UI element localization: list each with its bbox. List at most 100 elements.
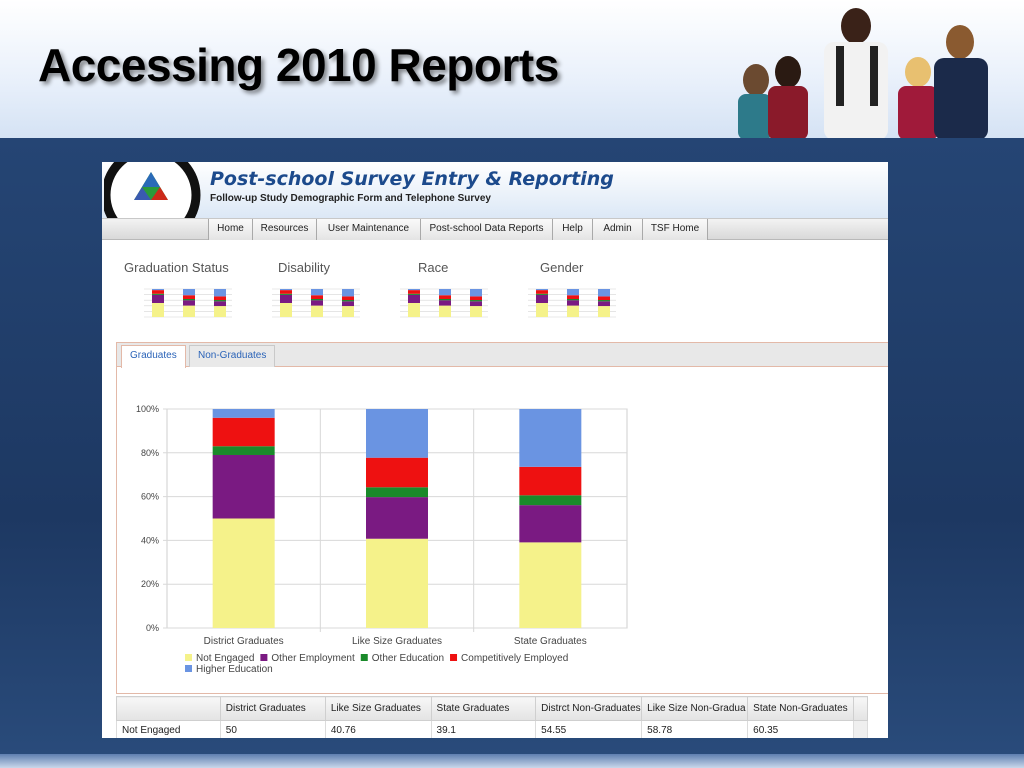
table-header-cell[interactable]: Like Size Graduates [324, 696, 432, 721]
bar-segment[interactable] [519, 495, 582, 506]
bar-segment[interactable] [519, 409, 582, 467]
nav-post-school-data-reports[interactable]: Post-school Data Reports [420, 219, 552, 240]
thumbnail-bar-segment [214, 306, 226, 317]
table-header-cell[interactable]: Distrct Non-Graduates [535, 696, 643, 721]
thumbnail-bar-segment [567, 305, 579, 317]
app-header: Post-school Survey Entry & Reporting Fol… [102, 162, 888, 238]
legend-swatch [360, 654, 368, 661]
tab-graduates[interactable]: Graduates [121, 345, 186, 368]
nav-resources[interactable]: Resources [252, 219, 316, 240]
thumbnail-bar-segment [598, 301, 610, 307]
thumbnail-bar-segment [536, 289, 548, 291]
tab-non-graduates[interactable]: Non-Graduates [189, 345, 276, 367]
table-scrollbar[interactable] [853, 720, 868, 738]
tab-strip: Graduates Non-Graduates [117, 343, 888, 368]
bar-segment[interactable] [212, 518, 275, 629]
category-graduation-status[interactable]: Graduation Status [124, 260, 229, 275]
thumbnail-bar-segment [280, 293, 292, 295]
table-cell: 39.1 [430, 720, 537, 738]
thumbnail-bar-segment [183, 305, 195, 317]
row-label-cell: Not Engaged [116, 720, 221, 738]
thumbnail-bar-segment [470, 296, 482, 301]
nav-admin[interactable]: Admin [592, 219, 642, 240]
x-tick-label: State Graduates [514, 636, 587, 647]
bar-segment[interactable] [366, 409, 428, 458]
thumbnail-bar-segment [152, 303, 164, 317]
thumbnail-bar-segment [311, 295, 323, 300]
slide-title: Accessing 2010 Reports [38, 39, 559, 91]
category-race[interactable]: Race [418, 260, 449, 275]
table-header-cell[interactable]: State Graduates [430, 696, 537, 721]
bar-segment[interactable] [519, 505, 582, 543]
thumbnail-bar-segment [470, 306, 482, 317]
legend-label: Competitively Employed [461, 653, 568, 664]
table-header-cell[interactable]: District Graduates [219, 696, 326, 721]
thumbnail-bar-segment [536, 293, 548, 295]
thumbnail-graduation-status[interactable] [140, 288, 236, 318]
thumbnail-bar-segment [214, 300, 226, 302]
table-cell: 50 [219, 720, 326, 738]
thumbnail-bar-segment [280, 289, 292, 291]
table-row[interactable]: Not Engaged 50 40.76 39.1 54.55 58.78 60.35 [116, 720, 868, 738]
thumbnail-disability[interactable] [268, 288, 364, 318]
table-cell: 40.76 [324, 720, 432, 738]
nav-help[interactable]: Help [552, 219, 592, 240]
thumbnail-bar-segment [470, 289, 482, 297]
legend-swatch [260, 654, 268, 661]
y-tick-label: 100% [136, 404, 159, 414]
thumbnail-bar-segment [311, 300, 323, 306]
thumbnail-bar-segment [183, 299, 195, 301]
table-header-cell[interactable]: Like Size Non-Gradua [641, 696, 749, 721]
bar-segment[interactable] [519, 542, 582, 628]
app-window: Post-school Survey Entry & Reporting Fol… [102, 162, 888, 738]
thumbnail-bar-segment [470, 300, 482, 302]
table-header-corner [116, 696, 221, 721]
thumbnail-gender[interactable] [524, 288, 620, 318]
thumbnail-bar-segment [152, 290, 164, 294]
legend-label: Other Education [372, 653, 444, 664]
thumbnail-bar-segment [342, 306, 354, 317]
thumbnail-bar-segment [342, 289, 354, 297]
bar-segment[interactable] [366, 457, 428, 488]
bar-segment[interactable] [212, 454, 275, 519]
table-header-row: District Graduates Like Size Graduates Sta… [116, 696, 868, 721]
bar-segment[interactable] [366, 487, 428, 498]
bar-segment[interactable] [366, 538, 428, 628]
bar-segment[interactable] [212, 446, 275, 455]
thumbnail-bar-segment [342, 296, 354, 301]
category-disability[interactable]: Disability [278, 260, 331, 275]
bar-segment[interactable] [212, 417, 275, 447]
nav-user-maintenance[interactable]: User Maintenance [316, 219, 420, 240]
nav-home[interactable]: Home [208, 219, 252, 240]
thumbnail-bar-segment [311, 305, 323, 317]
thumbnail-bar-segment [408, 293, 420, 295]
thumbnail-bar-segment [342, 300, 354, 302]
app-subtitle: Follow-up Study Demographic Form and Tel… [210, 193, 491, 204]
bar-segment[interactable] [212, 409, 275, 418]
thumbnail-bar-segment [439, 300, 451, 306]
bar-segment[interactable] [366, 497, 428, 539]
table-scrollbar-header [853, 696, 868, 721]
thumbnail-bar-segment [567, 300, 579, 306]
y-tick-label: 60% [141, 492, 159, 502]
thumbnail-bar-segment [280, 290, 292, 294]
y-tick-label: 40% [141, 535, 159, 545]
table-cell: 54.55 [535, 720, 643, 738]
thumbnail-bar-segment [439, 289, 451, 296]
legend-swatch [185, 654, 192, 661]
thumbnail-bar-segment [311, 299, 323, 301]
category-gender[interactable]: Gender [540, 260, 584, 275]
thumbnail-bar-segment [280, 294, 292, 303]
slide-header: Accessing 2010 Reports [0, 0, 1024, 140]
thumbnail-bar-segment [152, 294, 164, 303]
thumbnail-bar-segment [536, 290, 548, 294]
thumbnail-bar-segment [567, 295, 579, 300]
thumbnail-bar-segment [280, 303, 292, 317]
thumbnail-race[interactable] [396, 288, 492, 318]
thumbnail-bar-segment [214, 296, 226, 301]
slide-footer [0, 754, 1024, 768]
thumbnail-bar-segment [408, 303, 420, 317]
table-header-cell[interactable]: State Non-Graduates [747, 696, 855, 721]
nav-tsf-home[interactable]: TSF Home [642, 219, 708, 240]
bar-segment[interactable] [519, 466, 582, 496]
